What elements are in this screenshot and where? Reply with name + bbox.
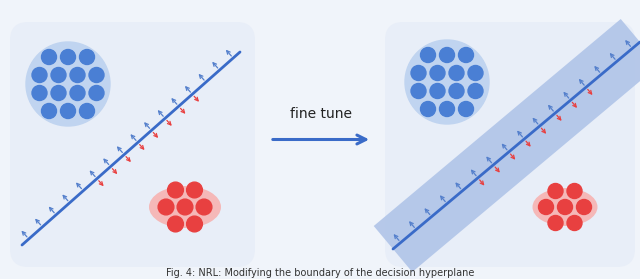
Text: fine tune: fine tune xyxy=(290,107,352,121)
Circle shape xyxy=(89,68,104,83)
Ellipse shape xyxy=(149,186,221,228)
Circle shape xyxy=(449,66,464,81)
Circle shape xyxy=(548,184,563,198)
Circle shape xyxy=(557,199,573,215)
Circle shape xyxy=(567,184,582,198)
Circle shape xyxy=(468,83,483,98)
Circle shape xyxy=(42,49,56,64)
Circle shape xyxy=(411,66,426,81)
Circle shape xyxy=(79,104,95,119)
Circle shape xyxy=(440,102,454,117)
FancyBboxPatch shape xyxy=(385,22,635,267)
Circle shape xyxy=(177,199,193,215)
Polygon shape xyxy=(374,19,640,272)
Circle shape xyxy=(158,199,174,215)
Circle shape xyxy=(468,66,483,81)
Circle shape xyxy=(449,83,464,98)
Circle shape xyxy=(567,215,582,230)
Circle shape xyxy=(89,85,104,100)
Circle shape xyxy=(70,68,85,83)
Circle shape xyxy=(61,104,76,119)
Circle shape xyxy=(411,83,426,98)
Text: Fig. 4: NRL: Modifying the boundary of the decision hyperplane: Fig. 4: NRL: Modifying the boundary of t… xyxy=(166,268,474,278)
Circle shape xyxy=(42,104,56,119)
Circle shape xyxy=(196,199,212,215)
Circle shape xyxy=(168,182,184,198)
Circle shape xyxy=(577,199,591,215)
Circle shape xyxy=(538,199,554,215)
Circle shape xyxy=(61,49,76,64)
Circle shape xyxy=(51,68,66,83)
Circle shape xyxy=(70,85,85,100)
Circle shape xyxy=(79,49,95,64)
Circle shape xyxy=(440,47,454,62)
Circle shape xyxy=(420,47,435,62)
Circle shape xyxy=(32,68,47,83)
Circle shape xyxy=(187,216,202,232)
Circle shape xyxy=(405,40,489,124)
Circle shape xyxy=(51,85,66,100)
Circle shape xyxy=(26,42,110,126)
Circle shape xyxy=(430,66,445,81)
Circle shape xyxy=(168,216,184,232)
Circle shape xyxy=(187,182,202,198)
Circle shape xyxy=(548,215,563,230)
Circle shape xyxy=(32,85,47,100)
Circle shape xyxy=(458,102,474,117)
Circle shape xyxy=(420,102,435,117)
Circle shape xyxy=(458,47,474,62)
FancyBboxPatch shape xyxy=(10,22,255,267)
Circle shape xyxy=(430,83,445,98)
Ellipse shape xyxy=(532,188,598,226)
